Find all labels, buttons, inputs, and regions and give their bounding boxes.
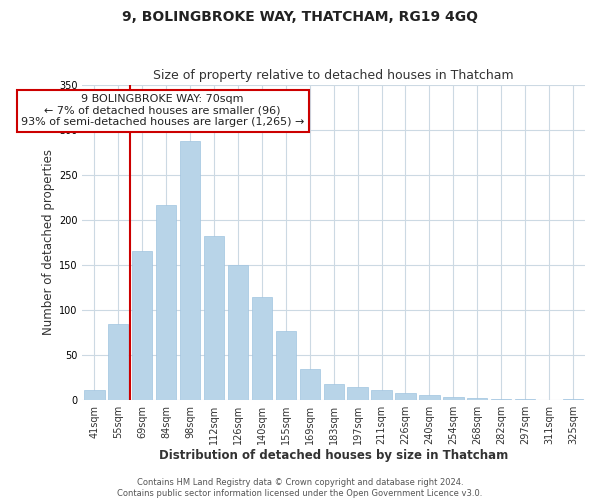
Bar [84,390,104,400]
Bar [371,390,392,400]
Y-axis label: Number of detached properties: Number of detached properties [42,149,55,335]
X-axis label: Distribution of detached houses by size in Thatcham: Distribution of detached houses by size … [159,450,508,462]
Bar [108,324,128,400]
Title: Size of property relative to detached houses in Thatcham: Size of property relative to detached ho… [154,69,514,82]
Text: 9 BOLINGBROKE WAY: 70sqm
← 7% of detached houses are smaller (96)
93% of semi-de: 9 BOLINGBROKE WAY: 70sqm ← 7% of detache… [21,94,304,127]
Bar [180,142,200,400]
Text: 9, BOLINGBROKE WAY, THATCHAM, RG19 4GQ: 9, BOLINGBROKE WAY, THATCHAM, RG19 4GQ [122,10,478,24]
Bar [132,251,152,400]
Bar [563,399,583,400]
Bar [323,384,344,400]
Bar [395,392,416,400]
Bar [204,236,224,400]
Bar [275,332,296,400]
Bar [419,395,440,400]
Bar [156,205,176,400]
Bar [443,397,464,400]
Bar [491,399,511,400]
Bar [515,399,535,400]
Bar [299,369,320,400]
Bar [347,387,368,400]
Text: Contains HM Land Registry data © Crown copyright and database right 2024.
Contai: Contains HM Land Registry data © Crown c… [118,478,482,498]
Bar [467,398,487,400]
Bar [228,264,248,400]
Bar [252,297,272,400]
